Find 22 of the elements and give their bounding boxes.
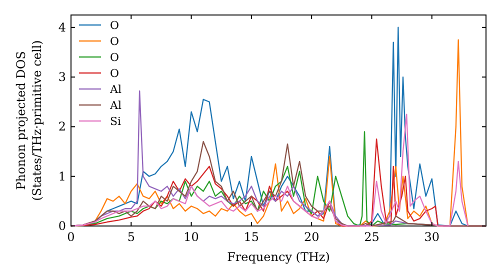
legend-label: O bbox=[110, 19, 120, 32]
legend-label: O bbox=[110, 67, 120, 80]
line-series bbox=[70, 114, 469, 227]
x-tick-label: 20 bbox=[304, 230, 320, 244]
x-tick-label: 15 bbox=[244, 230, 260, 244]
legend-label: Al bbox=[109, 83, 122, 96]
y-tick-label: 4 bbox=[58, 20, 66, 34]
y-tick-label: 2 bbox=[58, 120, 66, 134]
x-tick-label: 10 bbox=[184, 230, 199, 244]
x-tick-label: 25 bbox=[364, 230, 380, 244]
x-tick-label: 0 bbox=[67, 230, 75, 244]
y-tick-label: 0 bbox=[58, 219, 66, 233]
legend-label: Al bbox=[109, 99, 122, 112]
x-axis-title: Frequency (THz) bbox=[227, 250, 330, 264]
y-tick-label: 1 bbox=[58, 169, 66, 184]
legend-label: Si bbox=[110, 115, 122, 128]
legend-label: O bbox=[110, 51, 120, 64]
x-tick-label: 30 bbox=[424, 230, 440, 244]
x-tick-label: 5 bbox=[127, 230, 135, 244]
y-tick-label: 3 bbox=[58, 70, 66, 84]
legend-label: O bbox=[110, 35, 120, 48]
y-axis-title: Phonon projected DOS (States/THz·primitive cell) bbox=[14, 40, 44, 201]
